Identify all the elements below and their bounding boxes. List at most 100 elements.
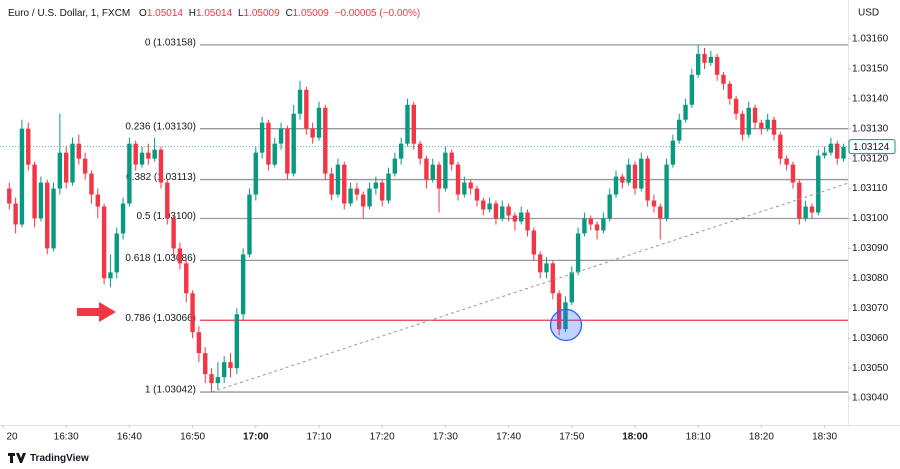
candle-body — [771, 119, 777, 135]
y-tick-label: 1.03060 — [852, 333, 889, 344]
y-tick-label: 1.03140 — [852, 93, 889, 104]
fib-level-label: 0.618 (1.03086) — [125, 253, 196, 264]
fib-level-label: 0 (1.03158) — [145, 38, 196, 49]
ohlc-key: H — [189, 8, 196, 19]
last-price-box — [848, 139, 896, 155]
x-tick-label: 17:00 — [243, 432, 269, 443]
candle-body — [247, 194, 252, 255]
candle-body — [708, 56, 714, 63]
candle-body — [259, 122, 265, 153]
candle-body — [152, 149, 157, 159]
candle-body — [468, 182, 473, 189]
candle-body — [790, 164, 796, 183]
x-tick-label: 17:20 — [370, 432, 395, 443]
candle-body — [82, 158, 88, 174]
candle-body — [45, 182, 50, 249]
x-tick-label: 17:30 — [433, 432, 458, 443]
candle-body — [765, 119, 770, 129]
candle-body — [752, 107, 758, 123]
candle-body — [588, 218, 593, 225]
logo-mark — [8, 453, 26, 463]
candle-body — [278, 128, 284, 144]
candle-body — [443, 152, 448, 189]
candle-body — [835, 143, 840, 159]
plot-area: 0 (1.03158)0.236 (1.03130)0.382 (1.03113… — [0, 38, 848, 396]
candle-body — [474, 188, 480, 201]
candle-body — [582, 218, 587, 234]
candle-body — [436, 164, 442, 189]
candle-body — [392, 158, 398, 174]
candle-body — [342, 164, 347, 204]
ohlc-value: 1.05009 — [293, 8, 330, 19]
highlight-circle — [549, 308, 583, 342]
candle-body — [430, 164, 435, 180]
candle-body — [76, 143, 82, 159]
candle-body — [569, 272, 574, 303]
x-tick-label: 17:50 — [559, 432, 584, 443]
candle-body — [146, 152, 151, 159]
candle-body — [481, 200, 486, 210]
candle-body — [695, 53, 701, 75]
candle-body — [721, 74, 726, 84]
candle-body — [354, 188, 360, 195]
candle-body — [348, 188, 353, 204]
y-tick-label: 1.03070 — [852, 303, 889, 314]
candle-body — [133, 143, 138, 165]
ohlc-value: 1.05009 — [244, 8, 281, 19]
candle-body — [253, 152, 258, 195]
candle-body — [26, 128, 31, 165]
candle-body — [797, 182, 802, 219]
candle-body — [310, 128, 315, 138]
candle-body — [234, 314, 240, 369]
candle-body — [626, 164, 631, 183]
candle-body — [203, 353, 208, 375]
candle-body — [221, 362, 227, 378]
candle-body — [114, 233, 119, 273]
y-tick-label: 1.03150 — [852, 63, 889, 74]
candle-body — [702, 53, 707, 63]
candle-body — [63, 152, 69, 183]
arrow-shaft — [77, 308, 101, 316]
candle-body — [70, 143, 75, 183]
legend-header: Euro / U.S. Dollar, 1, FXCM O1.05014 H1.… — [8, 8, 420, 19]
candle-body — [386, 173, 391, 201]
candle-body — [266, 122, 271, 165]
candle-body — [190, 293, 195, 333]
candle-body — [512, 215, 518, 222]
candle-body — [209, 374, 214, 384]
arrow-head — [99, 302, 116, 322]
x-tick-label: 16:30 — [54, 432, 79, 443]
y-tick-label: 1.03090 — [852, 243, 889, 254]
y-tick-label: 1.03110 — [852, 183, 888, 194]
candle-body — [323, 107, 328, 174]
candle-body — [670, 140, 676, 165]
x-tick-label: 18:10 — [686, 432, 711, 443]
candle-body — [601, 218, 606, 231]
candle-body — [575, 233, 581, 273]
candle-body — [487, 203, 492, 210]
candle-body — [7, 188, 12, 204]
candle-body — [171, 218, 176, 249]
arrow-annotation — [77, 302, 116, 322]
last-price-label: 1.03124 — [853, 142, 890, 153]
candle-body — [607, 194, 612, 219]
candle-body — [398, 143, 404, 159]
x-tick-label: 20 — [6, 432, 18, 443]
y-tick-label: 1.03120 — [852, 153, 889, 164]
y-tick-label: 1.03160 — [852, 34, 889, 45]
x-tick-label: 17:10 — [306, 432, 331, 443]
candle-body — [544, 263, 549, 273]
candle-body — [120, 203, 126, 234]
candle-body — [519, 212, 524, 222]
candle-body — [101, 206, 107, 279]
candle-body — [367, 188, 372, 207]
currency: USD — [858, 8, 879, 19]
x-tick-label: 17:40 — [496, 432, 521, 443]
candle-body — [537, 254, 543, 273]
candle-body — [13, 203, 18, 225]
candle-body — [51, 188, 56, 249]
candle-body — [108, 272, 113, 279]
candle-body — [620, 176, 625, 183]
